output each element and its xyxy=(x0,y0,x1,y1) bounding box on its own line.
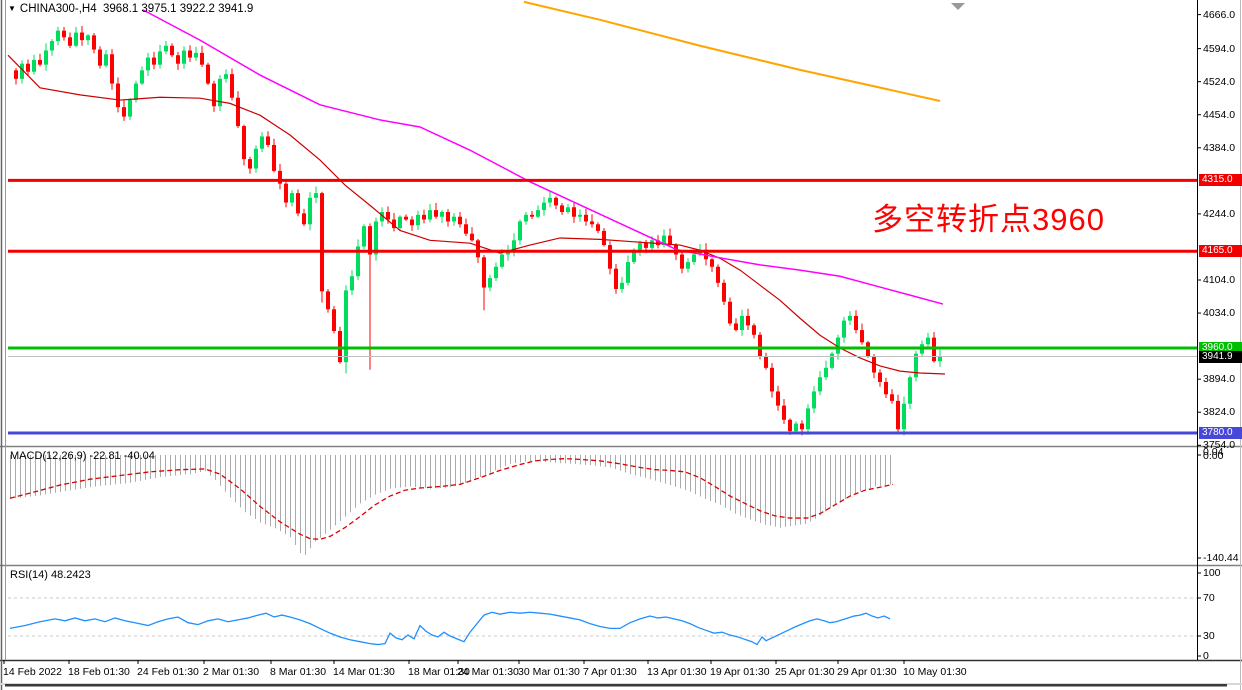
macd-name: MACD(12,26,9) xyxy=(10,450,87,462)
ma-fast-red-line xyxy=(7,54,946,375)
ma-long-orange-line xyxy=(523,0,941,103)
time-tick-label: 2 Mar 01:30 xyxy=(203,666,260,678)
time-tick-label: 18 Mar 01:30 xyxy=(408,666,470,678)
chart-title: ▼ CHINA300-,H4 3968.1 3975.1 3922.2 3941.… xyxy=(8,3,253,15)
symbol-dropdown-caret[interactable]: ▼ xyxy=(8,4,16,13)
rsi-line xyxy=(9,611,891,646)
ma-slow-magenta-line xyxy=(142,9,944,305)
time-tick-label: 7 Apr 01:30 xyxy=(583,666,637,678)
time-tick-label: 29 Apr 01:30 xyxy=(837,666,897,678)
time-tick-label: 25 Apr 01:30 xyxy=(775,666,835,678)
macd-histogram xyxy=(10,455,891,555)
time-tick-label: 10 May 01:30 xyxy=(903,666,967,678)
rsi-indicator-label: RSI(14) 48.2423 xyxy=(10,569,91,581)
candlestick-series xyxy=(14,25,942,436)
chart-shift-marker-icon[interactable] xyxy=(951,3,965,10)
time-tick-label: 19 Apr 01:30 xyxy=(710,666,770,678)
macd-indicator-label: MACD(12,26,9) -22.81 -40.04 xyxy=(10,450,155,462)
time-axis[interactable]: 14 Feb 2022 18 Feb 01:30 24 Feb 01:30 2 Mar… xyxy=(0,666,1242,680)
macd-signal-line xyxy=(9,458,894,540)
rsi-name: RSI(14) xyxy=(10,569,48,581)
time-tick-label: 30 Mar 01:30 xyxy=(518,666,580,678)
trade-annotation-text: 多空转折点3960 xyxy=(872,202,1105,237)
scrollbar-thumb[interactable] xyxy=(5,684,1227,687)
symbol-timeframe-label: CHINA300-,H4 xyxy=(19,3,97,15)
macd-values: -22.81 -40.04 xyxy=(89,450,155,462)
time-tick-label: 8 Mar 01:30 xyxy=(270,666,327,678)
time-tick-label: 24 Feb 01:30 xyxy=(137,666,199,678)
ohlc-readout: 3968.1 3975.1 3922.2 3941.9 xyxy=(103,3,254,15)
time-tick-label: 13 Apr 01:30 xyxy=(647,666,707,678)
time-tick-label: 14 Feb 2022 xyxy=(3,666,62,678)
time-tick-label: 18 Feb 01:30 xyxy=(68,666,130,678)
rsi-value: 48.2423 xyxy=(50,569,91,581)
time-tick-label: 14 Mar 01:30 xyxy=(333,666,395,678)
time-tick-label: 24 Mar 01:30 xyxy=(457,666,519,678)
